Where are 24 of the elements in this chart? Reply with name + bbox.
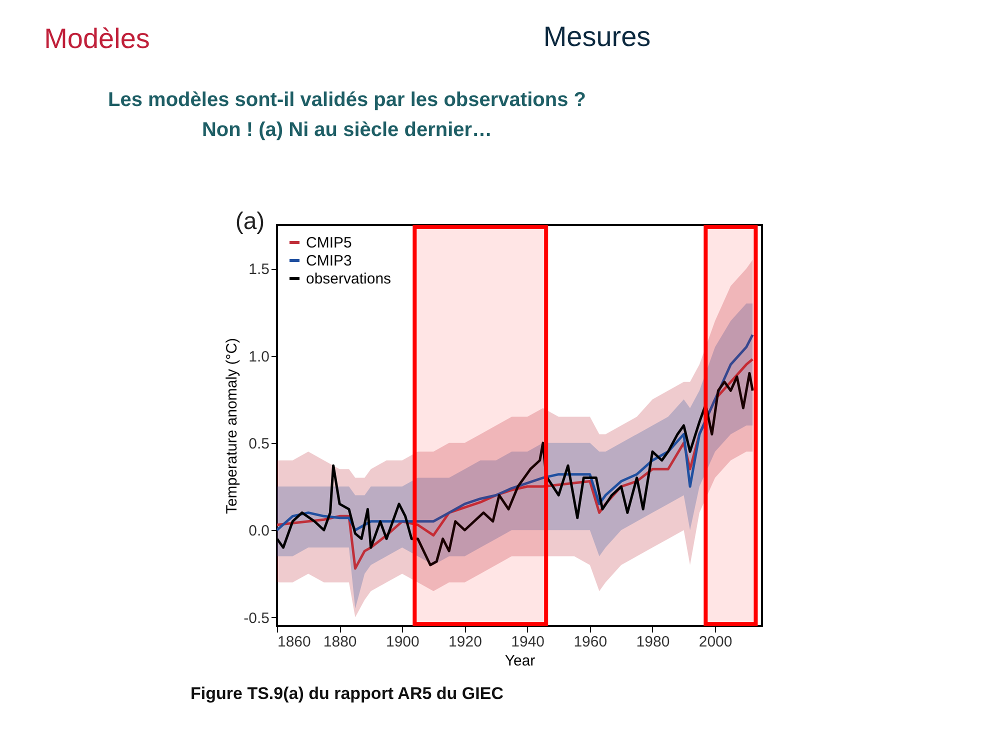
x-tick-label: 1900	[386, 634, 420, 650]
x-tick-label: 2000	[698, 634, 732, 650]
text: Mesures	[543, 21, 651, 52]
chart-title: Les modèles sont-il validés par les observations ?	[108, 89, 586, 111]
y-axis-title: Temperature anomaly (°C)	[224, 338, 241, 514]
x-tick-label: 1960	[574, 634, 608, 650]
y-tick-label: 0.0	[248, 522, 270, 540]
y-tick-label: -0.5	[244, 610, 270, 627]
x-axis-title: Year	[504, 652, 536, 670]
x-tick-label: 1920	[448, 634, 482, 650]
legend-label: CMIP3	[306, 252, 352, 270]
x-tick-label: 1940	[511, 634, 545, 650]
chart-subtitle: Non ! (a) Ni au siècle dernier…	[202, 119, 492, 141]
y-tick-label: 1.5	[248, 261, 270, 278]
y-tick-label: 1.0	[248, 348, 270, 366]
y-tick-label: 0.5	[248, 435, 270, 452]
x-tick-label: 1860	[278, 634, 311, 650]
legend-label: observations	[306, 270, 392, 288]
text: Modèles	[44, 23, 150, 54]
text: (a)	[235, 208, 265, 235]
legend-label: CMIP5	[306, 234, 352, 252]
text: Figure TS.9(a) du rapport AR5 du GIEC	[190, 684, 504, 703]
x-tick-label: 1880	[323, 634, 357, 650]
x-tick-label: 1980	[636, 634, 670, 650]
